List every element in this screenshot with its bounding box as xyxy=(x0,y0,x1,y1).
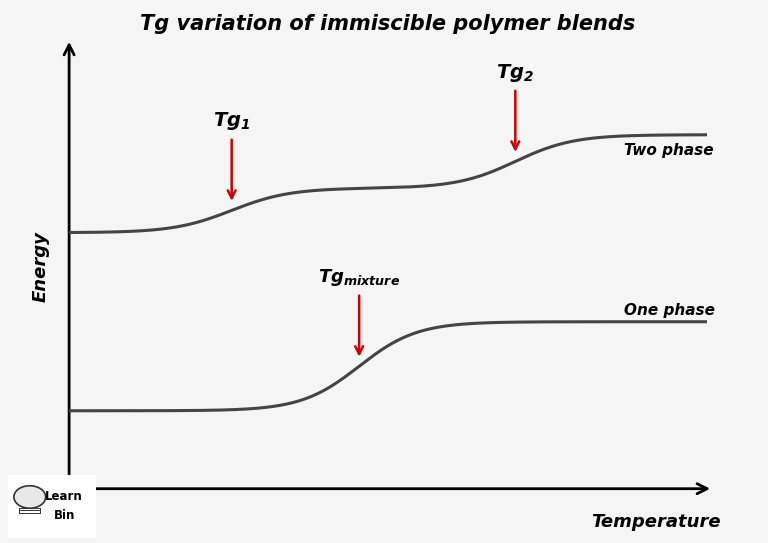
Title: Tg variation of immiscible polymer blends: Tg variation of immiscible polymer blend… xyxy=(141,14,635,34)
Text: Energy: Energy xyxy=(31,231,49,301)
Text: One phase: One phase xyxy=(624,303,715,318)
Text: Two phase: Two phase xyxy=(624,143,713,158)
FancyBboxPatch shape xyxy=(5,473,98,539)
Circle shape xyxy=(14,486,45,508)
Text: Learn: Learn xyxy=(45,490,83,503)
Text: $\bfit{T}$$\bfit{g}_1$: $\bfit{T}$$\bfit{g}_1$ xyxy=(213,110,250,132)
Text: $\bfit{T}$$\bfit{g}_{mixture}$: $\bfit{T}$$\bfit{g}_{mixture}$ xyxy=(318,267,400,288)
Text: Bin: Bin xyxy=(54,509,75,522)
Text: Temperature: Temperature xyxy=(591,513,720,531)
Text: $\bfit{T}$$\bfit{g}_2$: $\bfit{T}$$\bfit{g}_2$ xyxy=(496,61,535,84)
